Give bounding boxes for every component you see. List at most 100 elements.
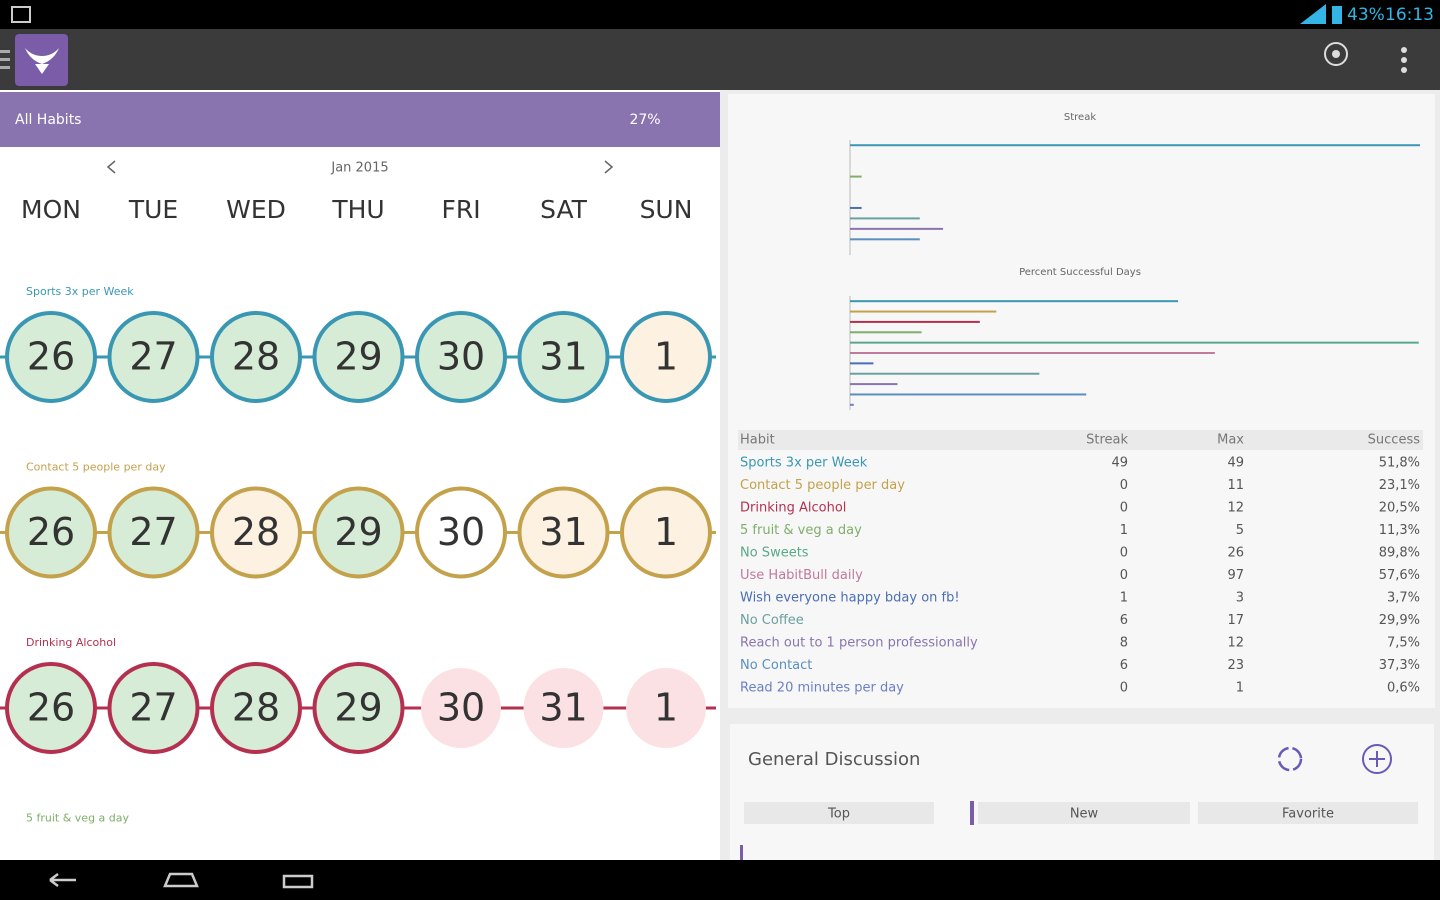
bar — [850, 341, 1419, 344]
table-cell: 23 — [1227, 658, 1244, 673]
header-title: All Habits — [15, 112, 81, 128]
habit-link[interactable]: Drinking Alcohol — [740, 501, 846, 516]
day-number: 30 — [437, 510, 485, 554]
habits-header[interactable] — [0, 92, 720, 147]
next-month[interactable] — [604, 160, 614, 174]
tab[interactable] — [744, 802, 934, 824]
table-cell: 0,6% — [1387, 681, 1420, 696]
habit-link[interactable]: 5 fruit & veg a day — [740, 523, 862, 538]
day-circle[interactable] — [210, 486, 302, 579]
menu-line — [0, 58, 10, 61]
bar — [850, 320, 980, 323]
add-icon-dot — [1332, 50, 1340, 58]
day-circle[interactable] — [517, 311, 610, 403]
column-header: Max — [1217, 433, 1244, 448]
day-circle[interactable] — [107, 311, 200, 403]
refresh-button[interactable] — [1277, 746, 1303, 772]
weekday: TUE — [128, 195, 178, 224]
add-button[interactable] — [1324, 42, 1348, 66]
recents-button[interactable] — [282, 874, 314, 889]
tab-label: New — [1070, 807, 1099, 822]
habit-link[interactable]: Read 20 minutes per day — [740, 681, 904, 696]
habit-name: Contact 5 people per day — [26, 461, 166, 474]
overflow-button[interactable] — [1401, 47, 1407, 73]
day-circle[interactable] — [107, 486, 200, 579]
day-number: 26 — [27, 686, 75, 730]
prev-month[interactable] — [106, 160, 116, 174]
table-cell: 1 — [1120, 591, 1128, 606]
table-cell: 1 — [1120, 523, 1128, 538]
bar — [850, 372, 1040, 375]
day-number: 30 — [437, 686, 485, 730]
back-button[interactable] — [49, 873, 76, 887]
day-circle[interactable] — [626, 668, 706, 748]
table-cell: 8 — [1120, 636, 1128, 651]
bar — [850, 331, 922, 334]
day-number: 1 — [654, 335, 678, 379]
day-circle[interactable] — [620, 486, 712, 579]
table-cell: 7,5% — [1387, 636, 1420, 651]
habit-link[interactable]: No Coffee — [740, 613, 804, 628]
day-number: 30 — [437, 335, 485, 379]
day-circle[interactable] — [5, 486, 97, 579]
stats-card — [728, 94, 1435, 708]
habit-name: 5 fruit & veg a day — [26, 812, 130, 825]
table-cell: 3 — [1236, 591, 1244, 606]
clock: 16:13 — [1385, 5, 1434, 25]
table-cell: 49 — [1111, 456, 1128, 471]
day-circle[interactable] — [620, 311, 712, 403]
day-circle[interactable] — [107, 662, 200, 754]
habit-link[interactable]: Reach out to 1 person professionally — [740, 636, 978, 651]
menu-button[interactable] — [0, 34, 68, 86]
tab[interactable] — [978, 802, 1190, 824]
habit-link[interactable]: Use HabitBull daily — [740, 568, 863, 583]
bar — [850, 300, 1179, 303]
bar — [850, 144, 1420, 147]
day-circle[interactable] — [312, 486, 405, 579]
day-circle[interactable] — [210, 662, 302, 754]
chart-title: Streak — [1064, 112, 1096, 123]
day-circle[interactable] — [312, 311, 405, 403]
habit-link[interactable]: No Sweets — [740, 546, 809, 561]
day-circle[interactable] — [421, 668, 501, 748]
post-indicator — [740, 845, 743, 860]
day-circle[interactable] — [5, 662, 97, 754]
table-cell: 12 — [1227, 636, 1244, 651]
habit-link[interactable]: Sports 3x per Week — [740, 456, 868, 471]
day-circle[interactable] — [5, 311, 97, 403]
day-circle[interactable] — [312, 662, 405, 754]
day-number: 29 — [334, 686, 382, 730]
tab[interactable] — [1198, 802, 1418, 824]
day-circle[interactable] — [210, 311, 302, 403]
column-header: Habit — [740, 433, 775, 448]
table-cell: 6 — [1120, 613, 1128, 628]
table-cell: 29,9% — [1379, 613, 1420, 628]
day-circle[interactable] — [523, 668, 604, 748]
habit-link[interactable]: Contact 5 people per day — [740, 478, 905, 493]
tab-label: Top — [827, 807, 850, 822]
bar — [850, 227, 944, 230]
habit-link[interactable]: Wish everyone happy bday on fb! — [740, 591, 960, 606]
weekday: WED — [226, 195, 286, 224]
day-circle[interactable] — [415, 486, 507, 579]
day-number: 27 — [129, 510, 177, 554]
day-circle[interactable] — [517, 486, 610, 579]
new-post-button[interactable] — [1362, 744, 1392, 774]
habit-name: Sports 3x per Week — [26, 285, 134, 298]
table-header-bg — [738, 430, 1423, 450]
refresh-icon — [1277, 746, 1303, 772]
table-cell: 12 — [1227, 501, 1244, 516]
discussion-title: General Discussion — [748, 749, 920, 770]
table-cell: 0 — [1120, 568, 1128, 583]
weekday: SAT — [540, 195, 587, 224]
home-button[interactable] — [163, 872, 199, 888]
table-cell: 57,6% — [1379, 568, 1420, 583]
bar — [850, 175, 862, 178]
bar — [850, 206, 862, 209]
day-number: 31 — [539, 510, 587, 554]
habit-link[interactable]: No Contact — [740, 658, 812, 673]
bar — [850, 403, 854, 406]
habit-name: Drinking Alcohol — [26, 636, 116, 649]
day-circle[interactable] — [415, 311, 507, 403]
